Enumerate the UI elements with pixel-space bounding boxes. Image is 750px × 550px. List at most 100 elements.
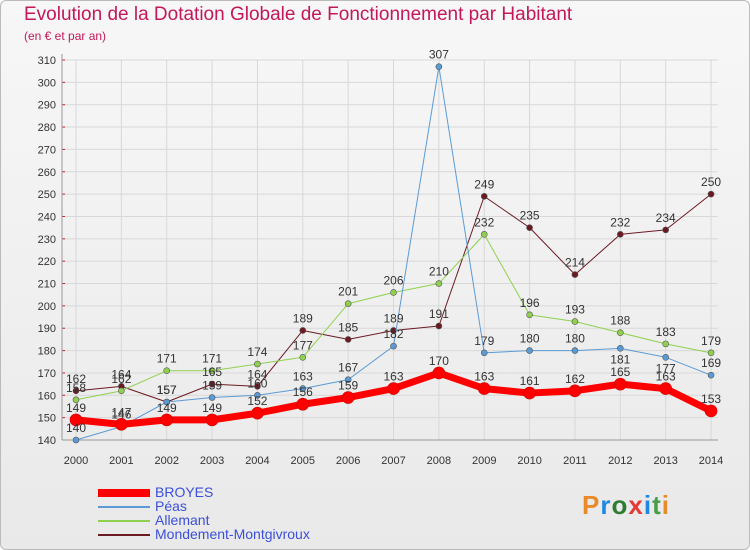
legend-swatch	[98, 520, 150, 522]
y-tick-label: 260	[38, 167, 56, 179]
data-label: 179	[701, 334, 721, 348]
data-label: 161	[520, 374, 540, 388]
data-label: 167	[338, 361, 358, 375]
data-point	[254, 360, 261, 368]
data-label: 157	[157, 383, 177, 397]
y-tick-label: 160	[38, 390, 56, 402]
data-point	[571, 271, 579, 278]
x-tick-label: 2006	[336, 455, 360, 467]
data-label: 159	[202, 379, 222, 393]
data-point	[387, 382, 400, 395]
y-tick-label: 150	[38, 413, 56, 425]
legend-swatch	[98, 489, 150, 497]
proxiti-logo: Proxiti	[582, 490, 670, 521]
legend-label: Péas	[155, 498, 187, 514]
data-point	[617, 345, 624, 352]
data-label: 196	[520, 296, 540, 310]
data-point	[435, 63, 443, 71]
data-label: 160	[247, 376, 267, 390]
logo-letter: t	[652, 490, 662, 520]
y-tick-label: 210	[38, 279, 56, 291]
logo-letter: o	[611, 490, 629, 520]
data-point	[480, 193, 488, 200]
data-point	[435, 280, 443, 287]
logo-letter: i	[643, 490, 653, 520]
series-p-as	[72, 63, 715, 444]
data-label: 147	[111, 405, 131, 419]
y-tick-label: 280	[38, 122, 56, 134]
data-point	[341, 391, 355, 404]
chart-subtitle: (en € et par an)	[24, 29, 107, 43]
data-label: 153	[701, 392, 721, 406]
series-lines	[69, 63, 718, 444]
y-tick-label: 300	[38, 77, 56, 89]
data-point	[662, 226, 669, 234]
y-tick-label: 270	[38, 144, 56, 156]
data-label: 201	[338, 285, 358, 299]
data-point	[568, 384, 582, 398]
data-label: 180	[520, 332, 540, 346]
data-point	[480, 349, 488, 357]
chart-title: Evolution de la Dotation Globale de Fonc…	[24, 4, 573, 25]
data-label: 146	[111, 408, 131, 422]
data-label: 162	[565, 372, 585, 386]
y-tick-label: 190	[38, 323, 56, 335]
x-tick-label: 2013	[653, 455, 677, 467]
legend-label: Mondement-Montgivroux	[155, 526, 310, 542]
data-point	[526, 224, 533, 231]
logo-letter: i	[661, 490, 670, 520]
data-label: 149	[202, 401, 222, 415]
data-label: 189	[384, 311, 404, 325]
data-label: 140	[66, 421, 86, 435]
data-point	[344, 376, 352, 383]
data-label: 193	[565, 303, 585, 317]
data-label: 163	[656, 370, 676, 384]
data-label: 235	[520, 209, 540, 223]
data-label: 156	[293, 385, 313, 399]
data-point	[707, 349, 715, 357]
series-broyes	[69, 366, 718, 431]
data-point	[526, 311, 533, 319]
data-point	[480, 231, 488, 238]
data-point	[254, 383, 261, 390]
data-label: 180	[565, 332, 585, 346]
y-tick-label: 250	[38, 189, 56, 201]
data-point	[115, 418, 128, 431]
data-point	[72, 436, 80, 444]
data-label: 182	[384, 327, 404, 341]
data-point	[208, 380, 216, 388]
data-label: 183	[656, 325, 676, 339]
grid-lines	[62, 59, 718, 441]
data-label: 181	[610, 352, 630, 366]
data-label: 164	[111, 367, 131, 381]
data-point	[251, 406, 264, 420]
data-label: 234	[656, 211, 676, 225]
logo-letter: P	[582, 490, 601, 520]
data-label: 174	[247, 345, 267, 359]
data-point	[208, 367, 216, 375]
data-label: 157	[157, 383, 177, 397]
data-label: 214	[565, 256, 585, 270]
data-label: 189	[293, 311, 313, 325]
y-tick-label: 220	[38, 256, 56, 268]
x-tick-label: 2009	[472, 455, 496, 467]
data-point	[477, 382, 491, 395]
data-point	[707, 371, 715, 379]
data-label: 210	[429, 265, 449, 279]
data-label: 188	[610, 314, 630, 328]
data-label: 164	[247, 367, 267, 381]
data-label: 163	[293, 370, 313, 384]
series-allemant	[72, 231, 715, 404]
data-label: 165	[610, 365, 630, 379]
data-label: 206	[384, 273, 404, 287]
data-label: 149	[157, 401, 177, 415]
y-tick-label: 140	[38, 435, 56, 447]
logo-letter: r	[600, 490, 612, 520]
x-tick-label: 2004	[245, 455, 269, 467]
data-label: 170	[429, 354, 449, 368]
data-label: 165	[202, 365, 222, 379]
data-point	[72, 396, 80, 404]
data-label: 307	[429, 48, 449, 62]
